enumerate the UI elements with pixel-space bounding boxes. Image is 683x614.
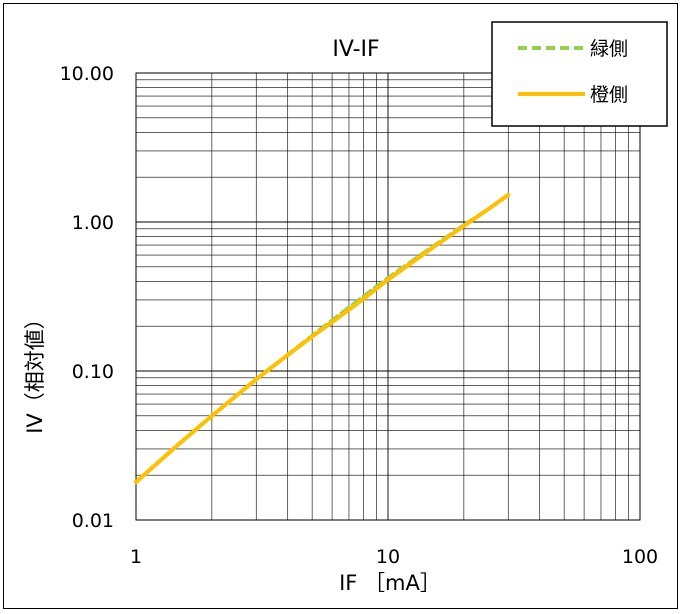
x-axis-label: IF ［mA］	[339, 571, 441, 595]
legend: 緑側 橙側	[491, 21, 668, 127]
y-tick-label: 0.01	[72, 510, 114, 532]
grid	[135, 73, 640, 521]
y-tick-label: 10.00	[60, 63, 114, 85]
x-tick-label: 1	[130, 546, 142, 568]
x-tick-label: 10	[376, 546, 400, 568]
y-axis-label: IV（相対値）	[23, 308, 47, 434]
legend-label-green: 緑側	[590, 38, 628, 60]
legend-box	[491, 21, 668, 127]
plot-area	[135, 72, 641, 521]
series-line-green	[134, 192, 511, 484]
tick-labels: 1 10 100 0.01 0.10 1.00 10.00	[60, 63, 659, 568]
series-line-orange	[134, 192, 511, 484]
legend-label-orange: 橙側	[590, 84, 628, 106]
chart-title: IV-IF	[332, 37, 379, 62]
series-layer	[134, 192, 511, 484]
y-tick-label: 1.00	[72, 212, 114, 234]
x-tick-label: 100	[622, 546, 658, 568]
y-tick-label: 0.10	[72, 361, 114, 383]
